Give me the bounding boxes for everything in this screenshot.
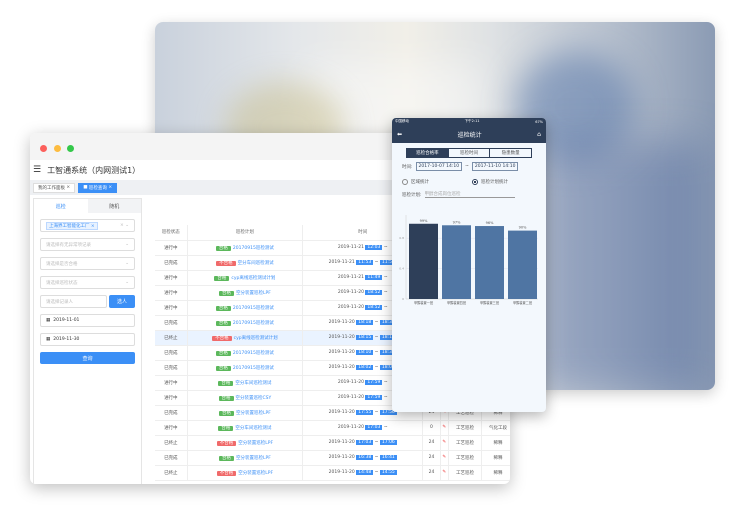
plan-link[interactable]: 20170915巡检测试 (232, 365, 274, 371)
plan-link[interactable]: 空分车间巡检测试 (237, 260, 274, 266)
query-button[interactable]: 查询 (40, 352, 135, 364)
plan-link[interactable]: 空分装置巡检LPF (235, 455, 271, 461)
pass-rate-chart: 0 0.4 0.8 99% 甲醇装置一班 97% 甲醇装置四班 96% 甲醇装置三班 90% 甲醇装… (399, 215, 538, 305)
end-date-input[interactable]: ▦ 2019-11-30 (40, 333, 135, 346)
plan-link[interactable]: 空分车间巡检测试 (235, 425, 272, 431)
result-badge: 不合格 (216, 440, 237, 446)
bar (508, 230, 537, 299)
result-badge: 合格 (215, 320, 231, 326)
time-to[interactable]: 2017-11-10 14:10 (471, 162, 519, 171)
result-badge: 不合格 (212, 335, 232, 341)
result-badge: 不合格 (216, 260, 236, 266)
tab-random[interactable]: 随机 (87, 199, 141, 213)
mobile-screen: 中国移动 下午2:11 67% ⬅ 巡检统计 ⌂ 巡检合格率 巡检时间 隐患数量 时间: 20… (392, 118, 546, 412)
edit-icon: ✎ (442, 440, 447, 445)
plan-link[interactable]: 20170915巡检测试 (232, 350, 274, 356)
data-label: 99% (420, 219, 428, 223)
data-label: 96% (486, 221, 494, 225)
filter-panel: 巡检 随机 上海界工智能化工厂 × × ⌄ 请选择有无异常项记录 ⌄ 请选择是否合格 ⌄… (33, 198, 142, 484)
seg-pass-rate[interactable]: 巡检合格率 (407, 149, 449, 157)
select-person-button[interactable]: 选人 (109, 295, 135, 308)
status-select[interactable]: 请选择巡检状态 ⌄ (40, 276, 135, 289)
minimize-button[interactable] (54, 145, 61, 152)
result-badge: 合格 (218, 425, 234, 431)
edit-icon: ✎ (442, 455, 447, 460)
calendar-icon: ▦ (46, 318, 51, 323)
y-tick-label: 0.4 (399, 267, 404, 271)
plan-link[interactable]: 20170915巡检测试 (232, 320, 274, 326)
x-tick-label: 甲醇装置四班 (447, 300, 467, 305)
seg-hazards[interactable]: 隐患数量 (501, 151, 520, 156)
x-tick-label: 甲醇装置三班 (480, 300, 500, 305)
result-badge: 合格 (218, 455, 234, 461)
radio-area[interactable] (402, 179, 408, 185)
table-row[interactable]: 已终止 不合格 空分装置巡检LPF 2019-11-20 17:03 ~ 17:06… (155, 435, 510, 451)
data-label: 90% (519, 226, 527, 230)
close-button[interactable] (40, 145, 47, 152)
plan-link[interactable]: 空分车间巡检测试 (235, 380, 272, 386)
recorder-input[interactable]: 请选择记录人 (40, 295, 107, 308)
time-from[interactable]: 2017-10-07 14:10 (415, 162, 463, 171)
tab-inspection-query[interactable]: ■ 巡检查询 × (78, 182, 118, 193)
plan-link[interactable]: cyp离线巡检测试计划 (231, 275, 276, 281)
radio-plan[interactable] (472, 179, 478, 185)
menu-icon[interactable]: ☰ (33, 165, 42, 175)
edit-icon: ✎ (442, 410, 447, 415)
result-badge: 合格 (218, 380, 234, 386)
plan-link[interactable]: 20170915巡检测试 (232, 245, 274, 251)
seg-time[interactable]: 巡检时间 (449, 149, 491, 157)
edit-icon: ✎ (442, 425, 447, 430)
result-badge: 合格 (218, 290, 234, 296)
bar (475, 226, 504, 299)
plant-select[interactable]: 上海界工智能化工厂 × × ⌄ (40, 219, 135, 232)
y-tick-label: 0.8 (399, 236, 404, 240)
table-row[interactable]: 进行中 合格 空分车间巡检测试 2019-11-20 17:03 ~ 0 ✎ 工艺巡检… (155, 420, 510, 436)
result-badge: 合格 (215, 245, 231, 251)
calendar-icon: ▦ (46, 337, 51, 342)
maximize-button[interactable] (67, 145, 74, 152)
start-date-input[interactable]: ▦ 2019-11-01 (40, 314, 135, 327)
tab-dashboard[interactable]: 我的工作面板 × (33, 182, 76, 193)
home-icon[interactable]: ⌂ (537, 130, 541, 138)
phone-title: 巡检统计 (457, 131, 482, 139)
result-badge: 合格 (215, 350, 231, 356)
back-icon[interactable]: ⬅ (397, 130, 403, 138)
result-badge: 合格 (215, 365, 231, 371)
result-badge: 合格 (218, 395, 234, 401)
plan-link[interactable]: 空分装置巡检CSY (235, 395, 272, 401)
plan-link[interactable]: 空分装置巡检LPF (235, 410, 271, 416)
app-title: 工智通系统（内网测试1） (47, 165, 141, 175)
plan-link[interactable]: 20170915巡检测试 (232, 305, 274, 311)
bar (409, 223, 438, 299)
plan-link[interactable]: 空分装置巡检LPF (238, 440, 274, 446)
tab-inspection[interactable]: 巡检 (55, 203, 66, 210)
x-tick-label: 甲醇装置二班 (513, 300, 533, 305)
x-tick-label: 甲醇装置一班 (414, 300, 434, 305)
y-tick-label: 0 (402, 297, 404, 301)
result-badge: 合格 (214, 275, 230, 281)
data-label: 97% (453, 220, 461, 224)
result-badge: 合格 (218, 410, 234, 416)
background-photo (155, 22, 715, 390)
table-row[interactable]: 已完成 合格 空分装置巡检LPF 2019-11-20 16:38 ~ 16:41 … (155, 450, 510, 466)
table-row[interactable]: 已终止 不合格 空分装置巡检LPF 2019-11-20 14:48 ~ 14:55… (155, 465, 510, 481)
result-badge: 合格 (215, 305, 231, 311)
qualified-select[interactable]: 请选择是否合格 ⌄ (40, 257, 135, 270)
result-badge: 不合格 (216, 470, 237, 476)
plan-link[interactable]: 空分装置巡检LPF (238, 470, 274, 476)
plan-select[interactable]: 甲醇合成岗位巡检 (424, 191, 515, 198)
bar (442, 225, 471, 299)
edit-icon: ✎ (442, 470, 447, 475)
plan-link[interactable]: cyp离线巡检测试计划 (233, 335, 278, 341)
plan-link[interactable]: 空分装置巡检LPF (235, 290, 271, 296)
abnormal-select[interactable]: 请选择有无异常项记录 ⌄ (40, 238, 135, 251)
